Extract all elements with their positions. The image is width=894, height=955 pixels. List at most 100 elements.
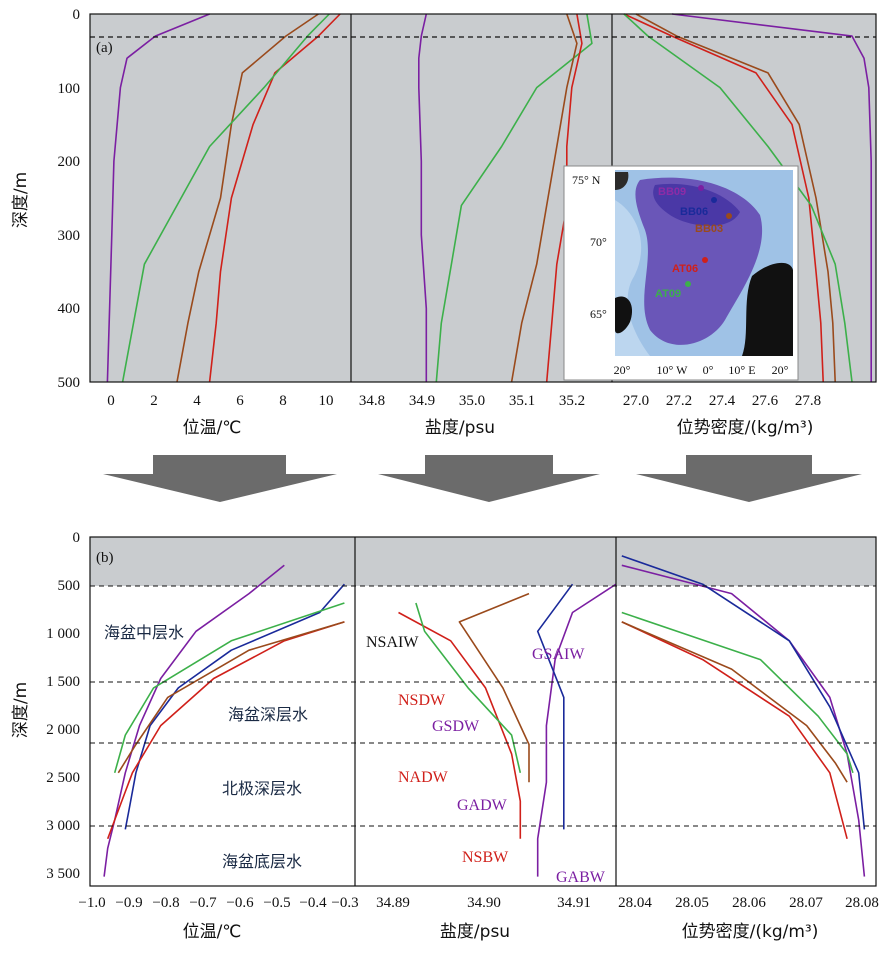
b-ytick: 1 500 [46,674,80,690]
profile-line-a-1-purple [417,13,428,382]
panel-a-sal-ticks: 34.8 34.9 35.0 35.1 35.2 [359,393,585,409]
profile-line-a-0-red [208,13,341,383]
zone-deep-water: 海盆深层水 [228,705,308,724]
panel-b-y-ticks: 0 500 1 000 1 500 2 000 2 500 3 000 3 50… [46,530,80,882]
panel-a-dens-label: 位势密度/(kg/m³) [677,418,814,438]
b-ytick: 1 000 [46,626,80,642]
a-temp-tick: 2 [150,393,158,409]
profile-line-b-5-red [621,621,848,840]
station-bb06-label: BB06 [680,206,708,218]
map-lon-tick: 10° E [728,363,755,377]
profile-line-b-3-navy [124,583,346,830]
map-lat-tick: 75° N [572,173,601,187]
b-sal-tick: 34.89 [376,895,410,911]
water-mass-nsaiw: NSAIW [366,634,419,651]
profile-line-b-3-purple [103,564,285,877]
profile-line-a-2-purple [671,13,873,382]
a-ytick: 0 [73,7,81,23]
panel-b-dens-label: 位势密度/(kg/m³) [682,922,819,942]
b-ytick: 2 500 [46,770,80,786]
station-at09-marker [685,281,691,287]
panel-b-sal-ticks: 34.89 34.90 34.91 [376,895,591,911]
station-at09-label: AT09 [655,288,681,300]
profile-line-a-1-brown [510,13,578,383]
a-sal-tick: 34.9 [409,393,435,409]
b-sal-tick: 34.90 [467,895,501,911]
profile-line-a-0-purple [106,13,210,383]
map-lat-tick: 70° [590,235,607,249]
arrow-density [636,455,862,502]
a-temp-tick: 4 [193,393,201,409]
inset-map-norway [742,262,793,356]
a-temp-tick: 0 [107,393,115,409]
panel-b-surface-shade [90,537,876,586]
profile-line-a-2-brown [635,13,836,383]
a-sal-tick: 35.0 [459,393,485,409]
water-mass-gabw: GABW [556,869,606,886]
b-temp-tick: −0.5 [263,895,290,911]
zone-bottom-water: 海盆底层水 [222,852,302,871]
water-mass-gadw: GADW [457,797,508,814]
panel-a-sal-label: 盐度/psu [425,418,495,438]
profile-line-b-5-navy [621,555,866,830]
profile-line-b-3-green [113,602,345,774]
profile-line-b-3-red [106,621,345,840]
map-lon-tick: 10° W [657,363,689,377]
b-dens-tick: 28.07 [789,895,823,911]
panel-a-temp-label: 位温/℃ [183,418,242,438]
a-temp-tick: 6 [236,393,244,409]
panel-b-curves [103,555,866,877]
panel-b-zone-lines [90,585,876,827]
b-temp-tick: −0.6 [226,895,254,911]
station-bb03-marker [726,213,732,219]
b-ytick: 500 [58,578,81,594]
b-dens-tick: 28.08 [845,895,879,911]
b-dens-tick: 28.06 [732,895,766,911]
b-ytick: 0 [73,530,81,546]
water-mass-nsbw: NSBW [462,849,509,866]
panel-a-frame [89,13,877,383]
a-dens-tick: 27.4 [709,393,736,409]
arrow-temperature [103,455,337,502]
panel-b-sal-label: 盐度/psu [440,922,510,942]
profile-line-b-5-purple [621,564,866,877]
b-dens-tick: 28.04 [618,895,652,911]
station-bb03-label: BB03 [695,223,723,235]
panel-b-temp-ticks: −1.0 −0.9 −0.8 −0.7 −0.6 −0.5 −0.4 −0.3 [78,895,358,911]
station-bb06-marker [711,197,717,203]
panel-b-temp-label: 位温/℃ [183,922,242,942]
inset-map-iceland [615,296,633,334]
panel-b-y-label: 深度/m [11,682,31,738]
a-dens-tick: 27.8 [795,393,821,409]
transition-arrows [103,455,862,502]
b-temp-tick: −0.8 [152,895,179,911]
profile-line-b-4-navy [536,583,574,830]
station-at06-label: AT06 [672,263,698,275]
water-mass-gsdw: GSDW [432,718,480,735]
panel-a-curves [106,13,873,383]
panel-b-dens-ticks: 28.04 28.05 28.06 28.07 28.08 [618,895,879,911]
profile-line-b-4-brown [458,592,530,783]
a-ytick: 200 [58,154,81,170]
inset-map: BB09 BB06 BB03 AT06 AT09 75° N 70° 65° 2… [563,165,799,381]
water-mass-gsaiw: GSAIW [532,646,585,663]
profile-line-b-5-brown [621,621,848,783]
a-sal-tick: 34.8 [359,393,385,409]
panel-b-label: (b) [96,550,114,566]
profile-line-b-4-green [415,602,522,773]
b-dens-tick: 28.05 [675,895,709,911]
zone-intermediate-water: 海盆中层水 [104,623,184,642]
profile-line-a-0-brown [176,13,319,383]
a-ytick: 500 [58,375,81,391]
a-dens-tick: 27.0 [623,393,649,409]
a-dens-tick: 27.2 [666,393,692,409]
b-ytick: 2 000 [46,722,80,738]
profile-line-b-5-green [621,611,854,774]
station-bb09-label: BB09 [658,186,686,198]
arrow-salinity [378,455,600,502]
b-temp-tick: −0.7 [189,895,217,911]
b-temp-tick: −0.3 [331,895,358,911]
profile-line-b-3-brown [117,621,345,774]
a-sal-tick: 35.2 [559,393,585,409]
